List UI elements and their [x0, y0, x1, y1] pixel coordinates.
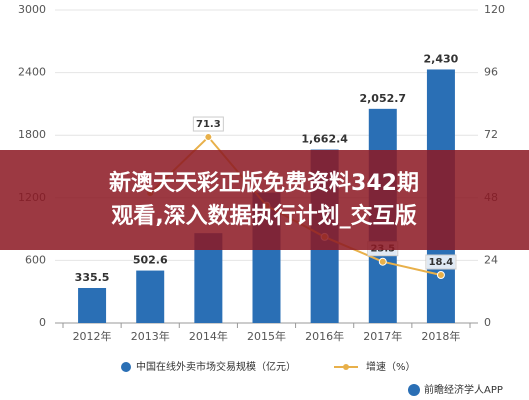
- source-icon: [408, 384, 420, 396]
- plot: 060012001800240030000244872961202012年201…: [18, 3, 505, 373]
- x-tick-label: 2018年: [421, 329, 460, 343]
- line-point: [378, 257, 387, 266]
- bar-value-label: 2,430: [424, 52, 459, 65]
- bar-value-label: 502.6: [133, 254, 168, 267]
- x-tick-label: 2015年: [247, 329, 286, 343]
- bar-value-label: 2,052.7: [359, 92, 406, 105]
- line-point: [204, 133, 213, 142]
- y2-tick-label: 72: [484, 128, 498, 141]
- overlay-banner: [0, 150, 529, 250]
- y2-tick-label: 120: [484, 3, 505, 16]
- y-tick-label: 1800: [18, 128, 46, 141]
- banner-text: 新澳天天彩正版免费资料342期: [109, 170, 419, 196]
- legend-swatch: [343, 364, 349, 370]
- line-value-label: 18.4: [429, 257, 454, 268]
- legend-swatch: [121, 362, 131, 372]
- source: 前瞻经济学人APP: [424, 383, 503, 396]
- y-tick-label: 0: [39, 316, 46, 329]
- y-tick-label: 2400: [18, 66, 46, 79]
- x-tick-label: 2012年: [73, 329, 112, 343]
- label-box: [425, 254, 457, 270]
- bar: [136, 270, 165, 323]
- y2-tick-label: 0: [484, 316, 491, 329]
- legend-label: 增速（%）: [366, 360, 416, 373]
- y-tick-label: 600: [25, 253, 46, 266]
- x-tick-label: 2017年: [363, 329, 402, 343]
- line-value-label: 71.3: [196, 119, 221, 130]
- bar-value-label: 1,662.4: [301, 133, 348, 146]
- x-tick-label: 2013年: [131, 329, 170, 343]
- banner-text: 观看,深入数据执行计划_交互版: [111, 203, 416, 229]
- label-box: [192, 116, 224, 132]
- x-tick-label: 2016年: [305, 329, 344, 343]
- x-tick-label: 2014年: [189, 329, 228, 343]
- line-point: [436, 271, 445, 280]
- y-tick-label: 3000: [18, 3, 46, 16]
- y2-tick-label: 24: [484, 253, 498, 266]
- bar: [78, 287, 107, 323]
- legend-label: 中国在线外卖市场交易规模（亿元）: [136, 360, 296, 373]
- y2-tick-label: 96: [484, 66, 498, 79]
- bar-value-label: 335.5: [75, 271, 110, 284]
